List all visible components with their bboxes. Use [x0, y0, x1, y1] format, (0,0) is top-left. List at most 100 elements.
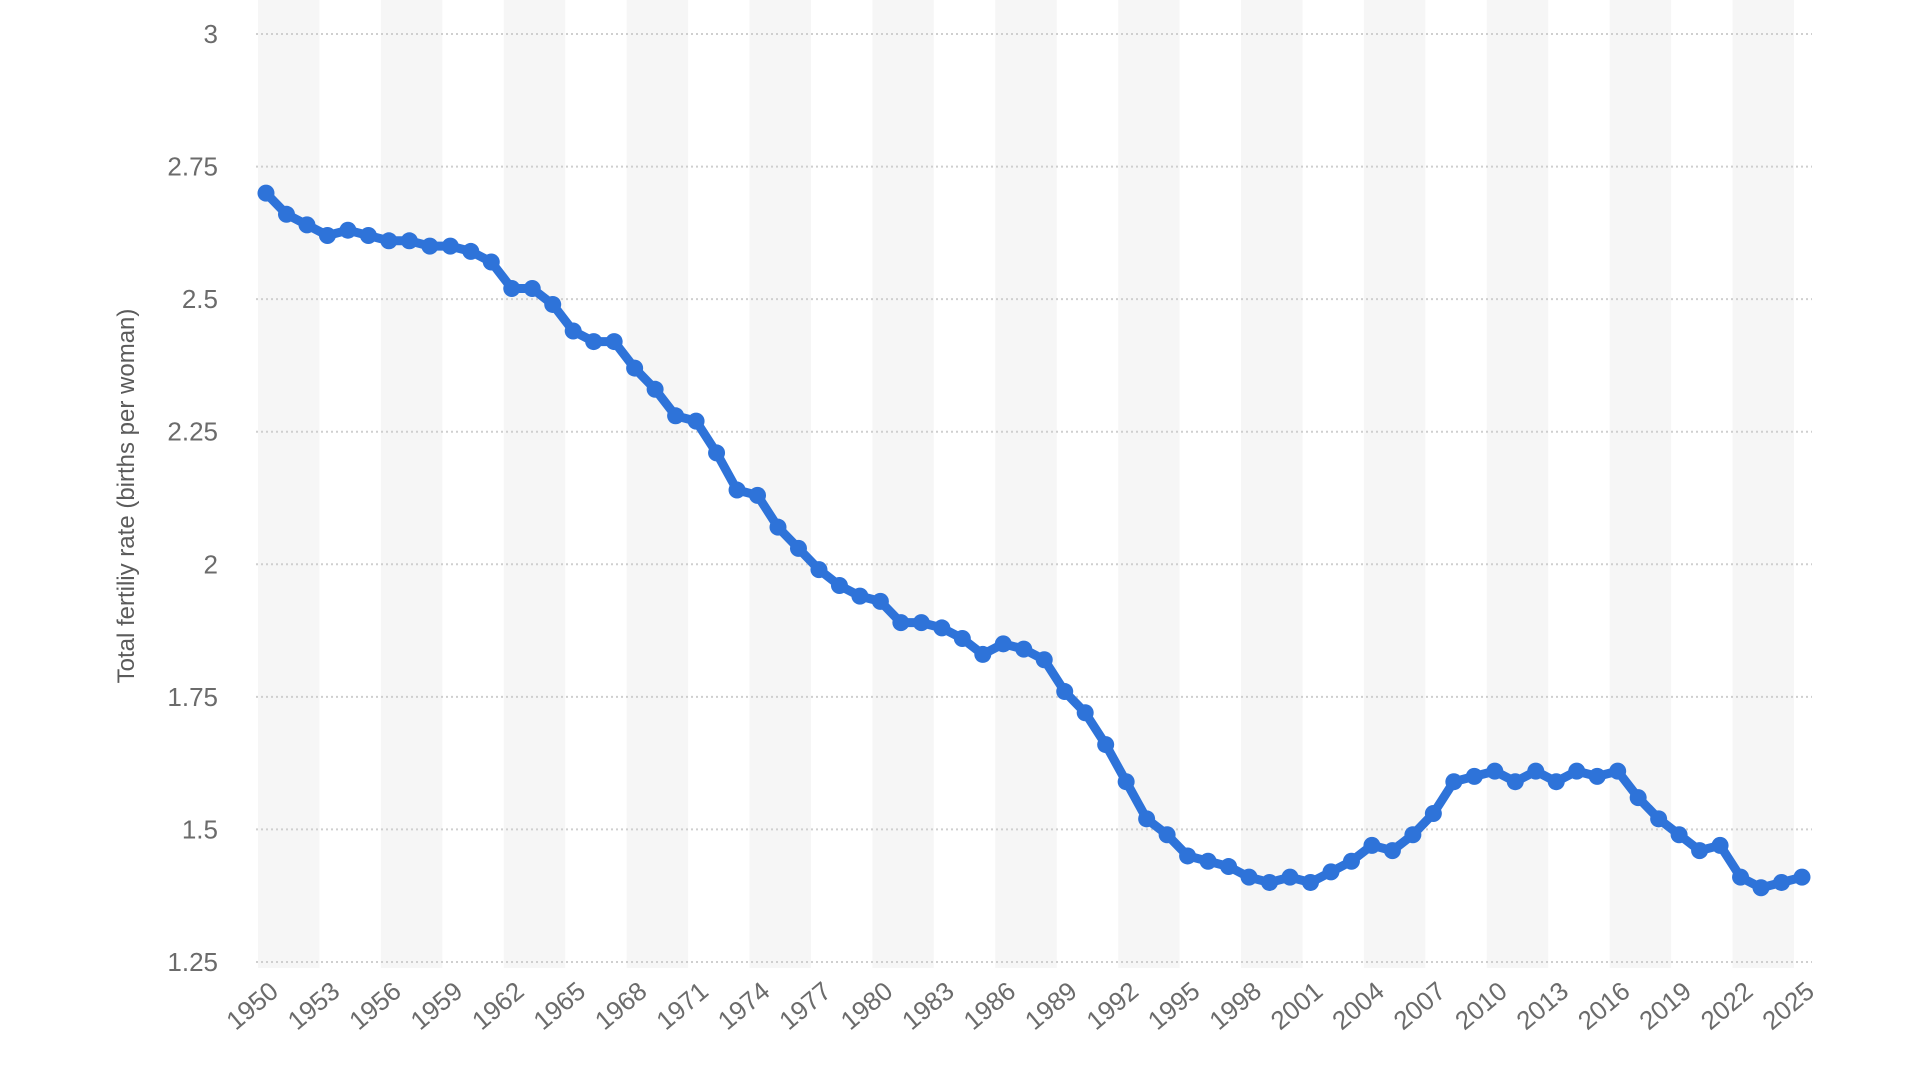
data-point[interactable] [810, 561, 828, 579]
data-point[interactable] [585, 333, 603, 351]
data-point[interactable] [1588, 767, 1606, 785]
data-point[interactable] [1199, 852, 1217, 870]
data-point[interactable] [974, 645, 992, 663]
data-point[interactable] [1773, 873, 1791, 891]
data-point[interactable] [1527, 762, 1545, 780]
data-point[interactable] [503, 280, 521, 298]
data-point[interactable] [257, 184, 275, 202]
data-point[interactable] [728, 481, 746, 499]
data-point[interactable] [626, 359, 644, 377]
x-tick-label: 1983 [896, 976, 960, 1036]
data-point[interactable] [687, 412, 705, 430]
data-point[interactable] [1056, 683, 1074, 701]
y-tick-label: 2.75 [167, 152, 218, 182]
data-point[interactable] [1404, 826, 1422, 844]
data-point[interactable] [1342, 852, 1360, 870]
x-axis-ticks: 1950195319561959196219651968197119741977… [220, 976, 1820, 1036]
data-point[interactable] [830, 576, 848, 594]
y-tick-label: 2.5 [182, 284, 218, 314]
data-point[interactable] [1568, 762, 1586, 780]
data-point[interactable] [646, 380, 664, 398]
data-point[interactable] [769, 518, 787, 536]
column-band [258, 0, 320, 968]
data-point[interactable] [1793, 868, 1811, 886]
column-bands [258, 0, 1794, 968]
data-point[interactable] [933, 619, 951, 637]
data-point[interactable] [1691, 842, 1709, 860]
data-point[interactable] [667, 407, 685, 425]
data-point[interactable] [1547, 773, 1565, 791]
x-tick-label: 1968 [589, 976, 653, 1036]
data-point[interactable] [1609, 762, 1627, 780]
data-point[interactable] [1732, 868, 1750, 886]
x-tick-label: 2004 [1326, 976, 1390, 1036]
data-point[interactable] [1465, 767, 1483, 785]
data-point[interactable] [1015, 640, 1033, 658]
data-point[interactable] [318, 227, 336, 245]
x-tick-label: 1998 [1203, 976, 1267, 1036]
data-point[interactable] [789, 539, 807, 557]
data-point[interactable] [482, 253, 500, 271]
data-point[interactable] [892, 614, 910, 632]
data-point[interactable] [1035, 651, 1053, 669]
data-point[interactable] [1322, 863, 1340, 881]
data-point[interactable] [400, 232, 418, 250]
data-point[interactable] [1281, 868, 1299, 886]
x-tick-label: 2013 [1511, 976, 1575, 1036]
data-point[interactable] [605, 333, 623, 351]
data-point[interactable] [298, 216, 316, 234]
data-point[interactable] [708, 444, 726, 462]
data-point[interactable] [1752, 879, 1770, 897]
data-point[interactable] [1301, 873, 1319, 891]
data-point[interactable] [462, 242, 480, 260]
x-tick-label: 1986 [958, 976, 1022, 1036]
data-point[interactable] [1711, 836, 1729, 854]
data-point[interactable] [1383, 842, 1401, 860]
data-point[interactable] [277, 205, 295, 223]
column-band [872, 0, 934, 968]
data-point[interactable] [1158, 826, 1176, 844]
data-point[interactable] [1220, 858, 1238, 876]
data-point[interactable] [523, 280, 541, 298]
data-point[interactable] [1138, 810, 1156, 828]
x-tick-label: 1977 [773, 976, 837, 1036]
data-point[interactable] [1506, 773, 1524, 791]
x-tick-label: 1974 [712, 976, 776, 1036]
data-point[interactable] [953, 630, 971, 648]
y-tick-label: 1.75 [167, 682, 218, 712]
data-point[interactable] [1240, 868, 1258, 886]
series-line [261, 188, 1807, 893]
data-point[interactable] [1670, 826, 1688, 844]
data-point[interactable] [851, 587, 869, 605]
x-tick-label: 1959 [405, 976, 469, 1036]
data-point[interactable] [1363, 836, 1381, 854]
data-point[interactable] [544, 295, 562, 313]
data-point[interactable] [339, 221, 357, 239]
x-tick-label: 1995 [1142, 976, 1206, 1036]
gridlines [256, 33, 1812, 963]
data-point[interactable] [871, 592, 889, 610]
data-point[interactable] [421, 237, 439, 255]
x-tick-label: 2025 [1756, 976, 1820, 1036]
data-point[interactable] [1486, 762, 1504, 780]
data-point[interactable] [1097, 736, 1115, 754]
x-tick-label: 2022 [1695, 976, 1759, 1036]
data-point[interactable] [1179, 847, 1197, 865]
data-point[interactable] [380, 232, 398, 250]
data-point[interactable] [1076, 704, 1094, 722]
x-tick-label: 1971 [650, 976, 714, 1036]
data-point[interactable] [564, 322, 582, 340]
data-point[interactable] [912, 614, 930, 632]
data-point[interactable] [441, 237, 459, 255]
data-point[interactable] [1629, 789, 1647, 807]
data-point[interactable] [1261, 873, 1279, 891]
data-point[interactable] [1117, 773, 1135, 791]
data-point[interactable] [1650, 810, 1668, 828]
data-point[interactable] [994, 635, 1012, 653]
x-tick-label: 1965 [527, 976, 591, 1036]
data-point[interactable] [1445, 773, 1463, 791]
data-point[interactable] [359, 227, 377, 245]
x-tick-label: 1962 [466, 976, 530, 1036]
data-point[interactable] [1424, 805, 1442, 823]
data-point[interactable] [749, 486, 767, 504]
